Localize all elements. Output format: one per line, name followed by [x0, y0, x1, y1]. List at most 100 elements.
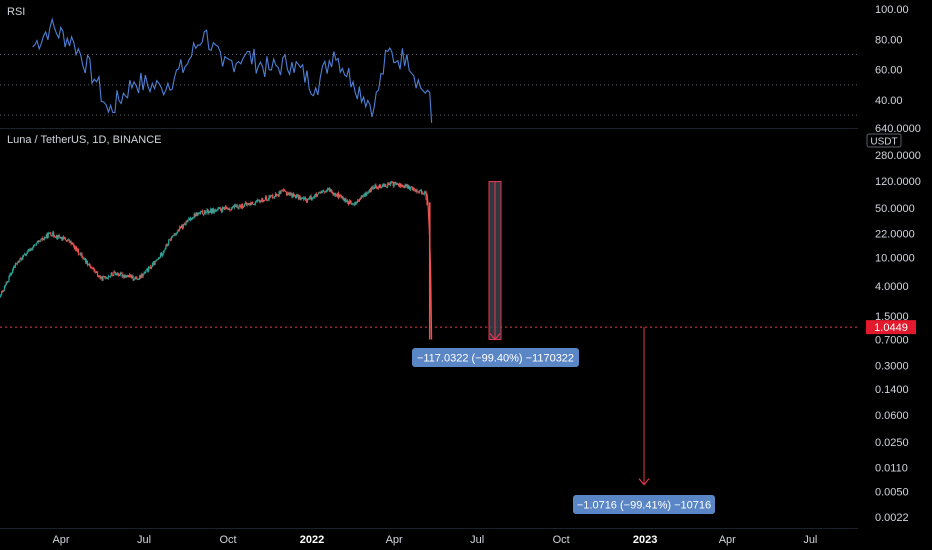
candle-body: [8, 276, 10, 282]
candle-body: [186, 221, 188, 223]
candle-body: [182, 224, 184, 229]
candle-body: [22, 254, 25, 257]
candle-body: [96, 272, 99, 276]
candle-body: [322, 191, 324, 192]
candle-body: [400, 184, 403, 187]
candle-body: [343, 198, 345, 202]
candle-body: [276, 194, 278, 196]
candle-body: [190, 217, 192, 220]
candle-body: [106, 277, 109, 279]
candle-body: [36, 242, 38, 244]
candle-body: [158, 257, 160, 260]
price-axis[interactable]: 640.0000 USDT 280.0000 120.0000 50.0000 22.…: [866, 123, 921, 524]
candle-body: [367, 192, 369, 194]
candle-body: [29, 249, 31, 251]
candle-body: [135, 276, 137, 278]
measure-tool-1[interactable]: −117.0322 (−99.40%) −1170322: [412, 181, 579, 367]
candle-body: [4, 285, 6, 287]
candle-body: [351, 203, 353, 205]
candle-body: [373, 188, 375, 190]
candle-body: [33, 244, 36, 246]
price-pane[interactable]: Luna / TetherUS, 1D, BINANCE −117.0322 (…: [0, 134, 858, 514]
candle-body: [243, 204, 246, 207]
candle-body: [68, 239, 70, 242]
candle-body: [311, 197, 313, 200]
candle-body: [110, 273, 112, 276]
candle-body: [201, 211, 204, 215]
candle-body: [64, 238, 66, 239]
candle-body: [145, 270, 147, 273]
candle-body: [354, 202, 356, 205]
candle-body: [423, 192, 425, 194]
candle-body: [43, 237, 46, 239]
candle-body: [57, 235, 59, 239]
candle-body: [203, 210, 205, 215]
candle-body: [261, 198, 263, 202]
candle-body: [377, 187, 379, 188]
candle-body: [108, 276, 110, 278]
candle-body: [227, 208, 229, 210]
candle-body: [175, 234, 177, 236]
candle-body: [60, 237, 62, 239]
candle-body: [49, 232, 51, 234]
candle-body: [326, 190, 328, 192]
candle-body: [140, 274, 142, 279]
candle-body: [191, 218, 194, 220]
candle-body: [63, 236, 65, 239]
candle-body: [25, 253, 27, 256]
candle-body: [222, 207, 225, 209]
candle-body: [194, 213, 196, 217]
candle-body: [278, 191, 280, 196]
candle-body: [253, 203, 256, 205]
candle-body: [69, 240, 71, 242]
candle-body: [95, 271, 97, 273]
candle-body: [398, 184, 400, 187]
candle-body: [75, 247, 77, 250]
candle-body: [316, 194, 319, 196]
candle-body: [267, 199, 269, 201]
measure-1-label-box: [412, 348, 579, 367]
candle-body: [165, 244, 167, 249]
candle-body: [409, 186, 411, 190]
candle-body: [407, 185, 409, 189]
candle-body: [66, 240, 68, 242]
candle-body: [184, 224, 186, 226]
rsi-title: RSI: [7, 6, 25, 18]
candle-body: [342, 196, 344, 199]
candle-body: [378, 184, 381, 189]
candle-body: [334, 193, 336, 196]
candle-body: [331, 191, 333, 193]
candle-body: [289, 192, 291, 195]
candle-body: [149, 266, 152, 269]
candle-body: [224, 206, 226, 209]
candle-body: [382, 185, 384, 186]
candle-body: [324, 191, 326, 193]
candle-body: [350, 202, 352, 205]
rsi-line: [32, 17, 433, 123]
candle-body: [133, 279, 135, 281]
candle-body: [12, 266, 15, 270]
candle-body: [167, 244, 169, 246]
candle-body: [389, 182, 392, 186]
time-axis-label: Oct: [219, 534, 236, 546]
rsi-axis-label: 40.00: [875, 95, 903, 107]
currency-badge[interactable]: [866, 133, 902, 148]
candle-body: [303, 197, 305, 200]
candle-body: [137, 279, 140, 281]
candle-body: [206, 209, 208, 212]
rsi-pane-background: [0, 0, 858, 127]
candle-body: [330, 189, 332, 192]
candle-body: [403, 187, 405, 189]
candle-body: [32, 247, 34, 250]
candle-body: [298, 196, 300, 199]
candle-body: [180, 225, 183, 228]
rsi-pane[interactable]: RSI 100.00 80.00 60.00 40.00: [0, 0, 909, 127]
candle-body: [92, 268, 94, 269]
time-axis[interactable]: Apr Jul Oct 2022 Apr Jul Oct 2023 Apr Jul: [0, 528, 858, 547]
candle-body: [315, 193, 317, 196]
measure-tool-2[interactable]: −1.0716 (−99.41%) −10716: [573, 327, 715, 514]
candle-body: [95, 271, 98, 273]
time-axis-label: 2022: [300, 534, 324, 546]
candle-body: [304, 198, 306, 200]
